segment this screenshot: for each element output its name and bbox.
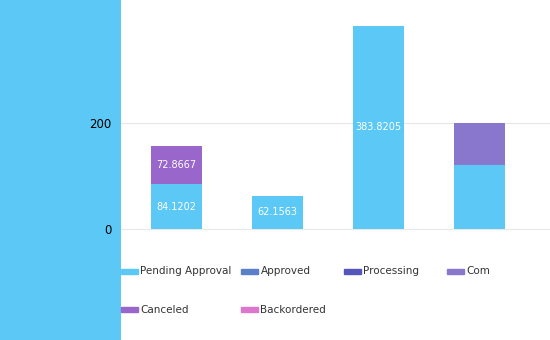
- Text: Backordered: Backordered: [261, 305, 326, 314]
- FancyBboxPatch shape: [241, 307, 258, 312]
- FancyBboxPatch shape: [121, 307, 139, 312]
- Bar: [454, 166, 504, 229]
- Bar: [151, 184, 202, 229]
- Text: Pending Approval: Pending Approval: [140, 267, 232, 276]
- Text: Com: Com: [466, 267, 490, 276]
- Text: Canceled: Canceled: [140, 305, 189, 314]
- Text: 383.8205: 383.8205: [355, 122, 402, 133]
- Text: 84.1202: 84.1202: [157, 202, 196, 212]
- Bar: [454, 123, 504, 166]
- Text: 62.1563: 62.1563: [257, 207, 298, 218]
- Bar: [353, 26, 404, 229]
- Text: 72.8667: 72.8667: [156, 160, 196, 170]
- Text: Approved: Approved: [261, 267, 310, 276]
- FancyBboxPatch shape: [121, 269, 139, 274]
- Bar: [252, 196, 302, 229]
- FancyBboxPatch shape: [344, 269, 361, 274]
- FancyBboxPatch shape: [241, 269, 258, 274]
- Bar: [151, 146, 202, 184]
- Text: Processing: Processing: [364, 267, 420, 276]
- FancyBboxPatch shape: [447, 269, 464, 274]
